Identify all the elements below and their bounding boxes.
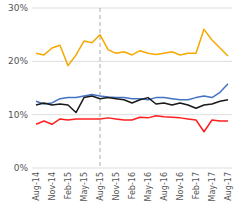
x-tick-label: Aug-15 xyxy=(96,172,105,201)
y-tick-label: 30% xyxy=(8,3,28,13)
grid-line xyxy=(32,61,232,62)
plot-area xyxy=(36,8,228,168)
x-tick-label: Feb-16 xyxy=(128,172,137,199)
x-tick-label: Nov-15 xyxy=(112,172,121,200)
x-tick-label: May-15 xyxy=(80,172,89,201)
grid xyxy=(32,8,232,168)
grid-line xyxy=(32,8,232,9)
series-line xyxy=(36,116,228,132)
chart: 0% 10% 20% 30% Aug-14 Nov-14 Feb-15 May-15 Aug-1… xyxy=(0,0,240,210)
series-line xyxy=(36,29,228,65)
x-tick-label: Nov-16 xyxy=(176,172,185,200)
series-line xyxy=(36,96,228,113)
x-tick-label: Feb-15 xyxy=(64,172,73,199)
y-tick-label: 0% xyxy=(14,163,29,173)
x-tick-label: Nov-14 xyxy=(48,172,57,200)
grid-line xyxy=(32,168,232,169)
x-tick-label: May-16 xyxy=(144,172,153,201)
x-tick-label: Aug-14 xyxy=(32,172,41,201)
y-tick-label: 20% xyxy=(8,56,28,66)
x-tick-label: May-17 xyxy=(208,172,217,201)
y-tick-label: 10% xyxy=(8,110,28,120)
x-tick-label: Aug-16 xyxy=(160,172,169,201)
reference-line xyxy=(100,8,101,168)
x-tick-label: Feb-17 xyxy=(192,172,201,199)
x-tick-label: Aug-17 xyxy=(224,172,233,201)
series-line xyxy=(36,84,228,104)
grid-line xyxy=(32,114,232,115)
